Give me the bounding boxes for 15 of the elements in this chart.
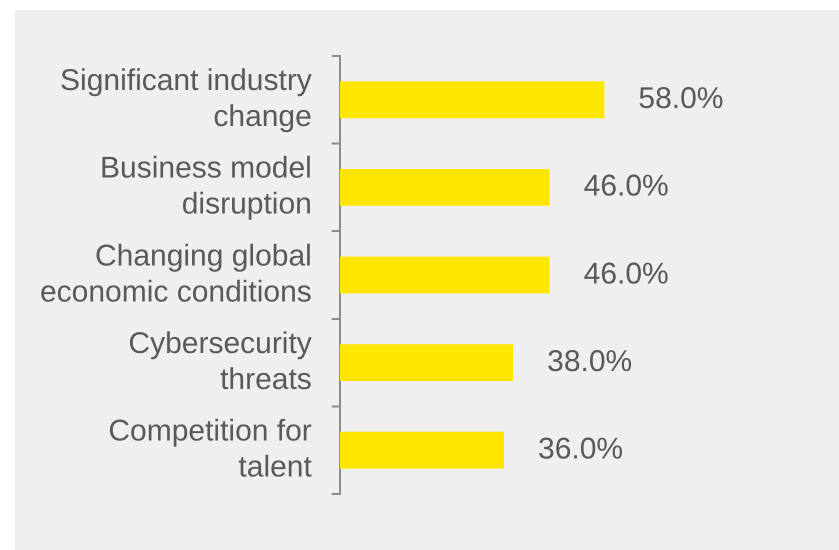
bar [340,256,550,294]
bar [340,169,550,206]
bar [340,432,504,469]
data-label: 38.0% [547,344,632,378]
y-tick-label: Competition for talent [108,414,312,484]
y-tick-label: Business model disruption [100,152,312,221]
y-tick-label: Cybersecurity threats [128,326,312,396]
data-label: 58.0% [638,82,724,116]
data-label: 46.0% [584,257,669,290]
data-label: 36.0% [538,432,624,466]
bar [340,344,514,381]
data-label: 46.0% [584,170,669,203]
bar [340,81,604,118]
y-tick-label: Significant industry change [60,64,312,134]
y-tick-label: Changing global economic conditions [40,239,312,308]
